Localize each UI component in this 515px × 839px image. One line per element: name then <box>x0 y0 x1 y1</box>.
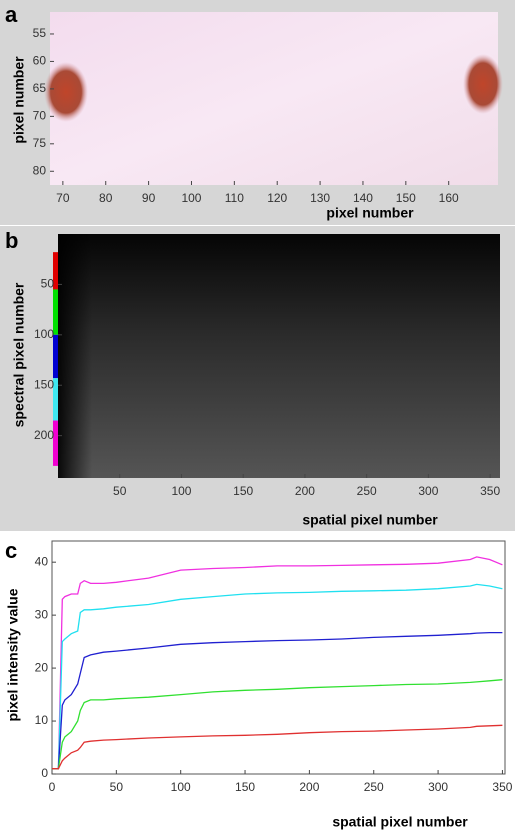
image-a-spot <box>44 62 88 122</box>
series-line <box>52 583 503 770</box>
x-tick-label: 150 <box>396 191 416 205</box>
spectral-band <box>53 289 58 335</box>
y-tick-label: 10 <box>35 713 49 727</box>
y-tick-label: 60 <box>33 54 47 68</box>
x-tick-label: 150 <box>235 780 255 794</box>
panel-label: b <box>5 228 18 253</box>
y-tick-label: 100 <box>34 327 54 341</box>
panel-label: c <box>5 538 17 563</box>
image-a <box>50 12 498 185</box>
x-tick-label: 90 <box>142 191 156 205</box>
y-tick-label: 65 <box>33 81 47 95</box>
spectral-band <box>53 252 58 290</box>
x-tick-label: 350 <box>480 484 500 498</box>
x-tick-label: 100 <box>171 780 191 794</box>
x-tick-label: 50 <box>110 780 124 794</box>
x-tick-label: 100 <box>181 191 201 205</box>
image-a-spot <box>463 54 503 114</box>
x-tick-label: 110 <box>225 191 244 205</box>
x-tick-label: 50 <box>113 484 127 498</box>
series-line <box>52 724 503 770</box>
y-tick-label: 20 <box>35 660 49 674</box>
x-tick-label: 200 <box>295 484 315 498</box>
y-tick-label: 150 <box>34 377 54 391</box>
x-tick-label: 200 <box>299 780 319 794</box>
x-axis-label: spatial pixel number <box>302 512 438 528</box>
panel-label: a <box>5 2 18 27</box>
y-tick-label: 50 <box>41 277 55 291</box>
image-b <box>58 234 500 478</box>
x-tick-label: 120 <box>267 191 287 205</box>
x-tick-label: 70 <box>56 191 70 205</box>
plot-area-c <box>51 540 506 775</box>
series-line <box>52 679 503 770</box>
y-tick-label: 30 <box>35 607 49 621</box>
y-tick-label: 40 <box>35 554 49 568</box>
x-tick-label: 140 <box>353 191 373 205</box>
x-tick-label: 100 <box>171 484 191 498</box>
x-tick-label: 250 <box>357 484 377 498</box>
spectral-band <box>53 378 58 421</box>
y-tick-label: 55 <box>33 26 47 40</box>
y-tick-label: 70 <box>33 109 47 123</box>
y-tick-label: 0 <box>41 766 48 780</box>
spectral-band <box>53 420 58 466</box>
x-tick-label: 160 <box>439 191 459 205</box>
x-tick-label: 150 <box>233 484 253 498</box>
x-tick-label: 300 <box>428 780 448 794</box>
image-b-edge <box>58 234 92 478</box>
series-line <box>52 631 503 770</box>
x-tick-label: 250 <box>364 780 384 794</box>
y-tick-label: 75 <box>33 136 47 150</box>
x-tick-label: 130 <box>310 191 330 205</box>
y-axis-label: pixel intensity value <box>5 588 21 721</box>
y-tick-label: 200 <box>34 428 54 442</box>
y-tick-label: 80 <box>33 163 47 177</box>
y-axis-label: spectral pixel number <box>11 282 27 427</box>
spectral-band <box>53 334 58 379</box>
series-line <box>52 556 503 770</box>
y-axis-label: pixel number <box>11 56 27 144</box>
x-tick-label: 80 <box>99 191 113 205</box>
x-axis-label: pixel number <box>326 205 414 221</box>
x-tick-label: 300 <box>418 484 438 498</box>
x-tick-label: 0 <box>49 780 56 794</box>
x-axis-label: spatial pixel number <box>332 814 468 830</box>
x-tick-label: 350 <box>492 780 512 794</box>
